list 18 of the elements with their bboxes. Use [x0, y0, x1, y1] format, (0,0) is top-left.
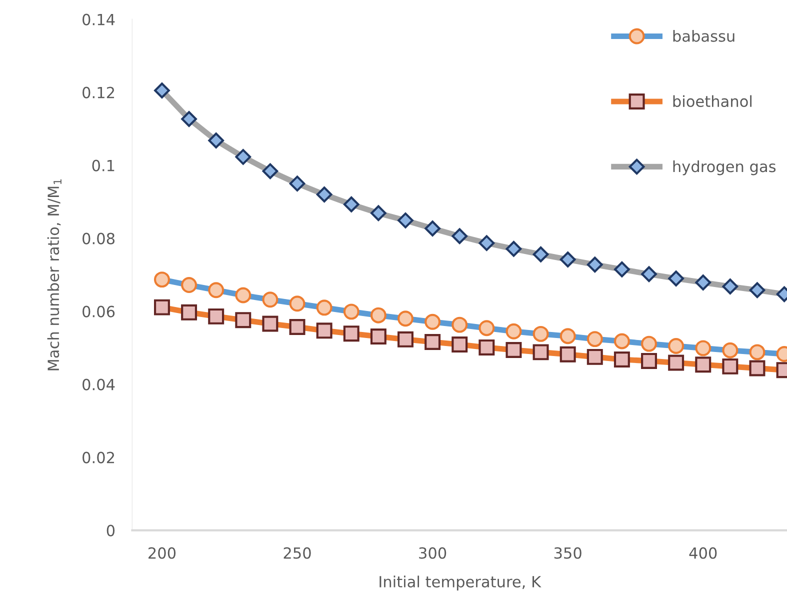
y-tick-label: 0.06 — [82, 306, 115, 318]
x-tick-label: 200 — [148, 547, 176, 559]
x-tick-label: 300 — [419, 547, 446, 559]
legend-label: babassu — [673, 30, 734, 42]
y-axis-title: Mach number ratio, M/M$_{1}$ — [47, 179, 62, 370]
y-tick-label: 0.1 — [92, 160, 114, 172]
y-tick-label: 0.14 — [82, 14, 115, 26]
y-tick-label: 0 — [106, 524, 115, 536]
y-tick-label: 0.12 — [82, 86, 114, 98]
x-tick-label: 400 — [689, 547, 717, 559]
x-tick-label: 250 — [284, 547, 311, 559]
legend-label: hydrogen gas — [673, 160, 776, 176]
x-tick-label: 350 — [554, 547, 582, 559]
y-tick-label: 0.02 — [82, 452, 114, 464]
legend-label: bioethanol — [673, 95, 752, 108]
y-tick-label: 0.04 — [82, 378, 115, 390]
x-axis-title: Initial temperature, K — [380, 576, 542, 590]
y-tick-label: 0.08 — [82, 232, 115, 244]
